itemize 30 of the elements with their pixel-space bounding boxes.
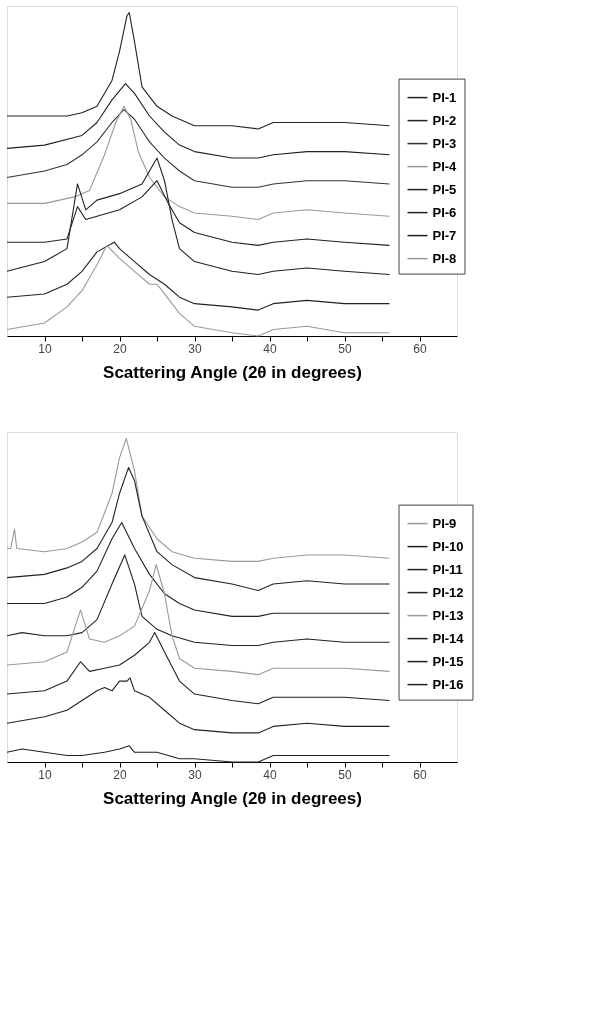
- legend-label: PI-13: [432, 607, 464, 623]
- x-tick-label: 50: [338, 767, 352, 782]
- legend-label: PI-10: [432, 538, 464, 554]
- legend-label: PI-1: [432, 89, 457, 105]
- x-tick-label: 20: [113, 341, 127, 356]
- legend-label: PI-16: [432, 676, 464, 692]
- x-tick-label: 20: [113, 767, 127, 782]
- legend-label: PI-5: [432, 181, 457, 197]
- x-tick-label: 50: [338, 341, 352, 356]
- legend-label: PI-11: [432, 561, 463, 577]
- legend-label: PI-15: [432, 653, 464, 669]
- legend-label: PI-7: [432, 227, 457, 243]
- x-tick-label: 10: [38, 767, 52, 782]
- x-tick-label: 40: [263, 341, 277, 356]
- legend-label: PI-12: [432, 584, 464, 600]
- x-tick-label: 60: [413, 341, 427, 356]
- x-tick-label: 10: [38, 341, 52, 356]
- x-tick-label: 30: [188, 767, 202, 782]
- legend-label: PI-9: [432, 515, 457, 531]
- legend-label: PI-3: [432, 135, 457, 151]
- legend-label: PI-14: [432, 630, 465, 646]
- legend-label: PI-4: [432, 158, 458, 174]
- x-tick-label: 30: [188, 341, 202, 356]
- x-tick-label: 60: [413, 767, 427, 782]
- legend-label: PI-2: [432, 112, 457, 128]
- x-tick-label: 40: [263, 767, 277, 782]
- legend-label: PI-8: [432, 250, 457, 266]
- x-axis-title: Scattering Angle (2θ in degrees): [103, 788, 362, 808]
- legend-label: PI-6: [432, 204, 457, 220]
- x-axis-title: Scattering Angle (2θ in degrees): [103, 362, 362, 382]
